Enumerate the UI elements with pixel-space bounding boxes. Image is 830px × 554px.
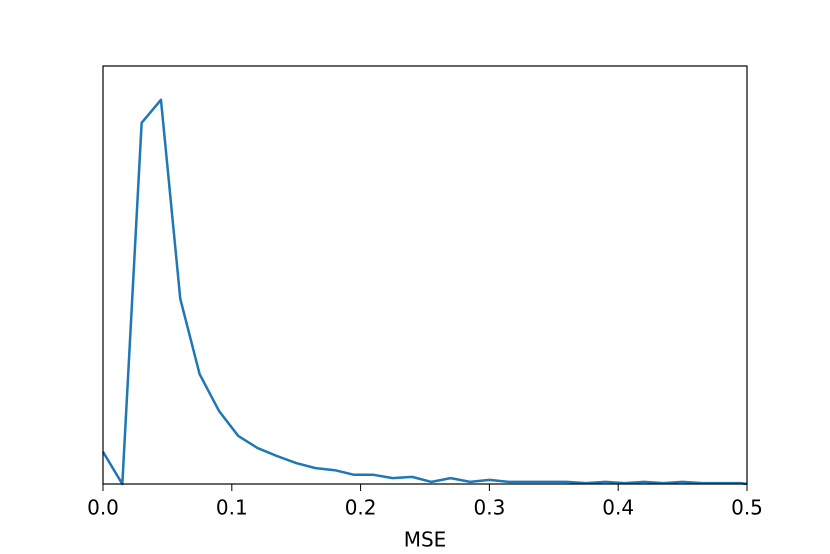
x-axis-label: MSE <box>404 528 447 552</box>
line <box>101 98 748 486</box>
x-tick-label: 0.5 <box>731 496 763 520</box>
x-tick-label: 0.1 <box>216 496 248 520</box>
x-tick-label: 0.3 <box>473 496 505 520</box>
plot-frame <box>102 65 748 485</box>
x-tick-label: 0.4 <box>602 496 634 520</box>
x-tick-label: 0.0 <box>87 496 119 520</box>
x-tick-label: 0.2 <box>345 496 377 520</box>
